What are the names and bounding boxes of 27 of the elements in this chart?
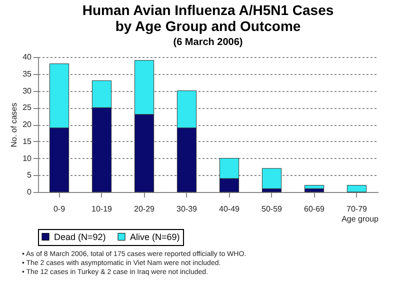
x-tick-label: 30-39 xyxy=(176,204,198,214)
x-tick-label: 10-19 xyxy=(92,204,113,214)
y-tick-label: 35 xyxy=(22,69,32,78)
y-tick-label: 5 xyxy=(27,170,32,180)
legend-label: Dead (N=92) xyxy=(54,232,106,242)
bar xyxy=(304,185,324,189)
y-tick-label: 10 xyxy=(22,154,32,163)
bar xyxy=(304,188,324,192)
chart-title: Human Avian Influenza A/H5N1 Cases by Age Group and Outcome xyxy=(82,2,334,34)
bar xyxy=(262,168,282,189)
y-tick-label: 0 xyxy=(27,188,32,196)
y-tick-label: 40 xyxy=(22,52,32,62)
x-tick-label: 20-29 xyxy=(134,204,156,214)
chart-subtitle: (6 March 2006) xyxy=(173,37,243,48)
y-tick-label: 25 xyxy=(22,103,32,112)
x-axis-title: Age group xyxy=(342,214,380,224)
y-tick-label: 20 xyxy=(22,120,32,129)
x-tick-label: 70-79 xyxy=(346,204,368,214)
legend-label: Alive (N=69) xyxy=(130,232,180,242)
bar xyxy=(346,185,367,192)
x-tick-label: 40-49 xyxy=(219,204,240,214)
x-tick-label: 0-9 xyxy=(53,204,66,214)
x-tick-label: 60-69 xyxy=(304,204,326,214)
y-tick-label: 30 xyxy=(22,86,32,96)
x-tick-label: 50-59 xyxy=(262,204,283,214)
y-tick-label: 15 xyxy=(22,136,32,146)
y-axis-title: No. of cases xyxy=(10,102,19,148)
